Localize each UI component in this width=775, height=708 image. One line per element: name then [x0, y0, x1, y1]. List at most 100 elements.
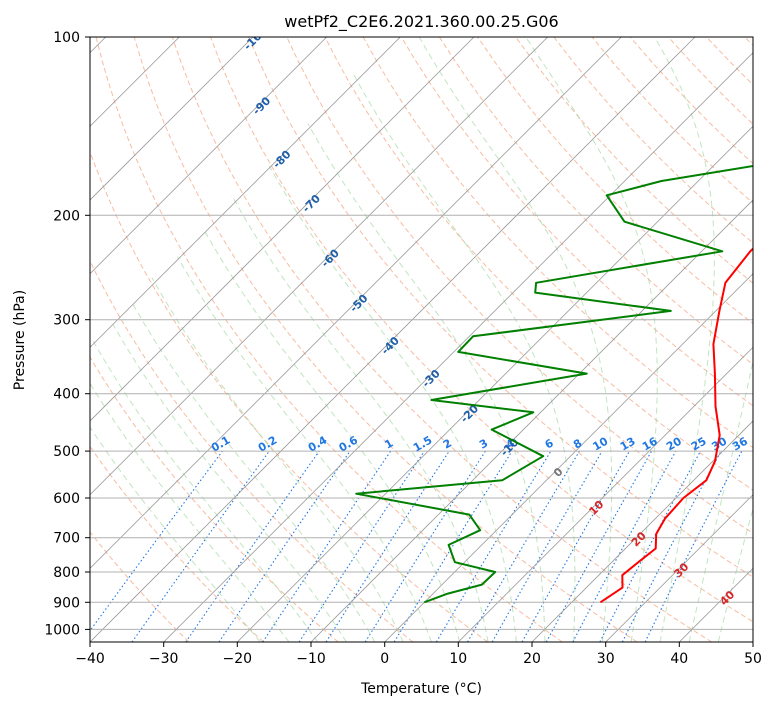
isotherm-line: [163, 52, 753, 642]
x-axis-ticks: −40 −30 −20 −10 0 10 20 30 40 50: [75, 642, 762, 667]
x-tick-label: 50: [744, 651, 762, 667]
moist-adiabat-line: [131, 301, 376, 642]
dry-adiabat-line: [362, 37, 753, 449]
isotherm-label: -70: [300, 192, 323, 215]
dry-adiabat-line: [90, 150, 488, 642]
y-axis-ticks: 1000 900 800 700 600 500 400 300 200 100: [44, 30, 90, 638]
dry-adiabat-line: [477, 37, 753, 325]
isotherm-label: 10: [586, 498, 606, 518]
y-tick-label: 800: [53, 565, 80, 581]
moist-adiabat-line: [151, 277, 404, 642]
mixing-ratio-label: 1: [382, 437, 395, 452]
dry-adiabat-line: [668, 37, 753, 125]
isotherm-line: [90, 37, 622, 569]
isotherm-line: [752, 641, 753, 642]
moist-adiabat-line: [268, 165, 517, 642]
isotherm-line: [90, 37, 327, 275]
x-tick-label: −30: [149, 651, 179, 667]
mixing-ratio-line: [131, 450, 270, 642]
isotherm-label: -50: [347, 292, 370, 315]
isotherm-line: [310, 199, 753, 642]
dry-adiabat-line: [90, 356, 339, 642]
x-tick-label: 20: [523, 651, 541, 667]
dry-adiabat-line: [515, 37, 753, 284]
mixing-ratio-line: [218, 450, 351, 642]
x-tick-label: 30: [597, 651, 615, 667]
dry-adiabat-line: [210, 37, 753, 623]
isotherm-label: -40: [379, 334, 402, 357]
dry-adiabat-line: [90, 259, 414, 642]
dry-adiabat-line: [171, 37, 712, 642]
dewpoint-profile-line: [355, 164, 753, 604]
mixing-ratio-line: [262, 450, 392, 642]
mixing-ratio-line: [599, 450, 701, 642]
x-axis-label: Temperature (°C): [360, 681, 482, 697]
moist-adiabat-line: [177, 256, 432, 642]
mixing-ratio-line: [521, 450, 630, 642]
x-tick-label: −40: [75, 651, 105, 667]
isotherm-line: [90, 37, 401, 348]
y-axis-label: Pressure (hPa): [12, 290, 28, 390]
y-tick-label: 200: [53, 208, 80, 224]
isotherm-line: [90, 37, 475, 422]
mixing-ratio-line: [90, 450, 223, 632]
y-tick-label: 900: [53, 595, 80, 611]
isotherm-line: [90, 37, 254, 201]
dry-adiabat-line: [706, 37, 753, 86]
moist-adiabat-line: [92, 340, 319, 642]
isotherm-line: [679, 567, 753, 642]
mixing-ratio-label: 2: [441, 437, 454, 452]
dry-adiabat-line: [591, 37, 753, 204]
dry-adiabat-line: [324, 37, 753, 491]
y-tick-label: 600: [53, 491, 80, 507]
isotherm-label: -80: [270, 148, 293, 171]
isotherm-label: -90: [250, 94, 273, 117]
isotherm-line: [605, 494, 753, 642]
mixing-ratio-line: [572, 450, 677, 642]
isotherm-label: 40: [717, 588, 737, 608]
moist-adiabat-line: [112, 323, 347, 642]
moist-adiabat-line: [688, 358, 753, 642]
moist-adiabat-line: [352, 72, 576, 642]
isotherm-line: [90, 37, 696, 642]
mixing-ratio-line: [325, 450, 450, 642]
moist-adiabat-line: [717, 506, 753, 642]
y-tick-label: 300: [53, 313, 80, 329]
chart-title: wetPf2_C2E6.2021.360.00.25.G06: [284, 12, 558, 32]
x-tick-label: −10: [296, 651, 326, 667]
dry-adiabat-line: [133, 37, 638, 642]
mixing-ratio-lines: [90, 450, 743, 642]
y-tick-label: 400: [53, 387, 80, 403]
isotherm-label: 0: [551, 465, 566, 480]
y-tick-label: 100: [53, 30, 80, 46]
moist-adiabat-line: [418, 37, 613, 642]
isotherm-line: [531, 420, 753, 642]
mixing-ratio-line: [644, 450, 743, 642]
mixing-ratio-line: [435, 450, 552, 642]
moist-adiabat-line: [654, 37, 715, 642]
moist-adiabat-line: [525, 37, 658, 642]
dry-adiabat-line: [90, 445, 264, 642]
mixing-ratio-line: [185, 450, 320, 642]
mixing-ratio-line: [298, 450, 425, 642]
dry-adiabat-line: [90, 531, 190, 642]
isotherms: [90, 37, 753, 642]
temperature-profile-line: [599, 247, 753, 604]
plot-frame: [89, 36, 754, 643]
isotherm-line: [384, 273, 753, 642]
mixing-ratio-label: 3: [477, 437, 490, 452]
pressure-gridlines: [90, 37, 753, 630]
isotherm-line: [90, 37, 548, 496]
isotherm-line: [458, 346, 753, 642]
mixing-ratio-line: [393, 450, 513, 642]
sounding-series: [355, 164, 753, 604]
x-tick-label: 40: [670, 651, 688, 667]
plot-area: 0.1 0.2 0.4 0.6 1 1.5 2 3 4 6 8 10 13 16 20 25 30 36-100-…: [90, 37, 753, 642]
dry-adiabat-line: [438, 37, 753, 366]
dry-adiabat-line: [400, 37, 753, 407]
moist-adiabat-line: [90, 426, 261, 642]
y-tick-label: 1000: [44, 622, 80, 638]
x-tick-label: 10: [449, 651, 467, 667]
y-tick-label: 500: [53, 444, 80, 460]
